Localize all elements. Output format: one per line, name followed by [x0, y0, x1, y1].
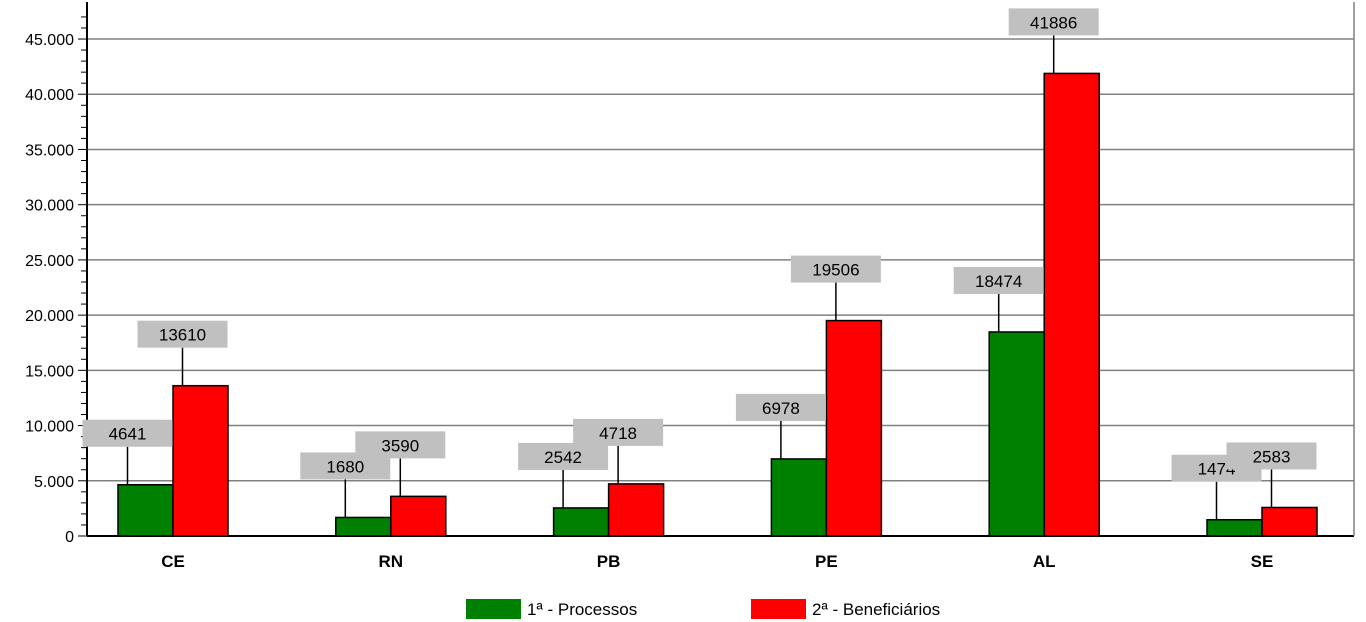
data-label-box [355, 431, 446, 459]
y-tick-label: 5.000 [34, 474, 74, 491]
data-label: 3590 [381, 436, 419, 455]
bar-processos-pb [552, 507, 610, 537]
bar-beneficiarios-pb [607, 483, 665, 537]
data-label: 6978 [762, 399, 800, 418]
legend-label: 1ª - Processos [527, 600, 637, 619]
data-label-box [953, 266, 1044, 294]
bar-beneficiarios-ce [172, 384, 229, 537]
y-tick-label: 35.000 [25, 142, 74, 159]
y-tick-label: 40.000 [25, 87, 74, 104]
bar-processos-ce [117, 483, 174, 537]
data-label-box [137, 320, 228, 348]
category-label-ce: CE [161, 552, 185, 571]
category-label-pb: PB [597, 552, 621, 571]
data-label: 1474 [1198, 460, 1236, 479]
category-label-pe: PE [815, 552, 838, 571]
category-label-rn: RN [379, 552, 404, 571]
legend-swatch [466, 599, 521, 619]
bar-processos-se [1206, 518, 1263, 537]
bar-beneficiarios-se [1261, 506, 1318, 537]
y-axis: 0 5.000 10.000 15.000 20.000 25.000 30.000 35.0… [25, 2, 1355, 546]
data-label-box [1008, 8, 1099, 36]
data-label: 4718 [599, 424, 637, 443]
category-label-se: SE [1251, 552, 1274, 571]
data-label-box [735, 393, 826, 421]
y-tick-label: 10.000 [25, 419, 74, 436]
legend-label: 2ª - Beneficiários [812, 600, 940, 619]
bar-beneficiarios-rn [390, 495, 447, 537]
data-label: 1680 [326, 457, 364, 476]
category-labels: CE RN PB PE AL SE [161, 552, 1273, 571]
data-label: 4641 [109, 425, 147, 444]
y-tick-label: 30.000 [25, 198, 74, 215]
bar-beneficiarios-pe [825, 319, 883, 537]
data-label: 2542 [544, 448, 582, 467]
bars [117, 72, 1318, 537]
y-tick-label: 25.000 [25, 253, 74, 270]
bar-processos-rn [335, 516, 392, 537]
data-label-box [573, 418, 664, 446]
y-tick-label: 15.000 [25, 363, 74, 380]
y-tick-label: 20.000 [25, 308, 74, 325]
legend-swatch [751, 599, 806, 619]
data-label: 2583 [1253, 447, 1291, 466]
bar-beneficiarios-al [1043, 72, 1100, 537]
data-labels: 4641 13610 1680 3590 2542 4718 6978 19506 18474 4… [82, 8, 1317, 520]
data-label-box [790, 255, 881, 283]
category-label-al: AL [1033, 552, 1056, 571]
y-tick-label: 0 [65, 529, 74, 546]
data-label-box [518, 442, 609, 470]
bar-processos-pe [770, 458, 828, 537]
data-label: 41886 [1030, 13, 1077, 32]
data-label: 19506 [812, 261, 859, 280]
data-label: 13610 [159, 326, 206, 345]
gridlines [87, 38, 1354, 482]
data-label-box [82, 419, 173, 447]
data-label-box [1226, 442, 1317, 470]
bar-processos-al [988, 331, 1045, 537]
legend: 1ª - Processos 2ª - Beneficiários [466, 599, 940, 619]
data-label: 18474 [975, 272, 1022, 291]
y-tick-label: 45.000 [25, 32, 74, 49]
